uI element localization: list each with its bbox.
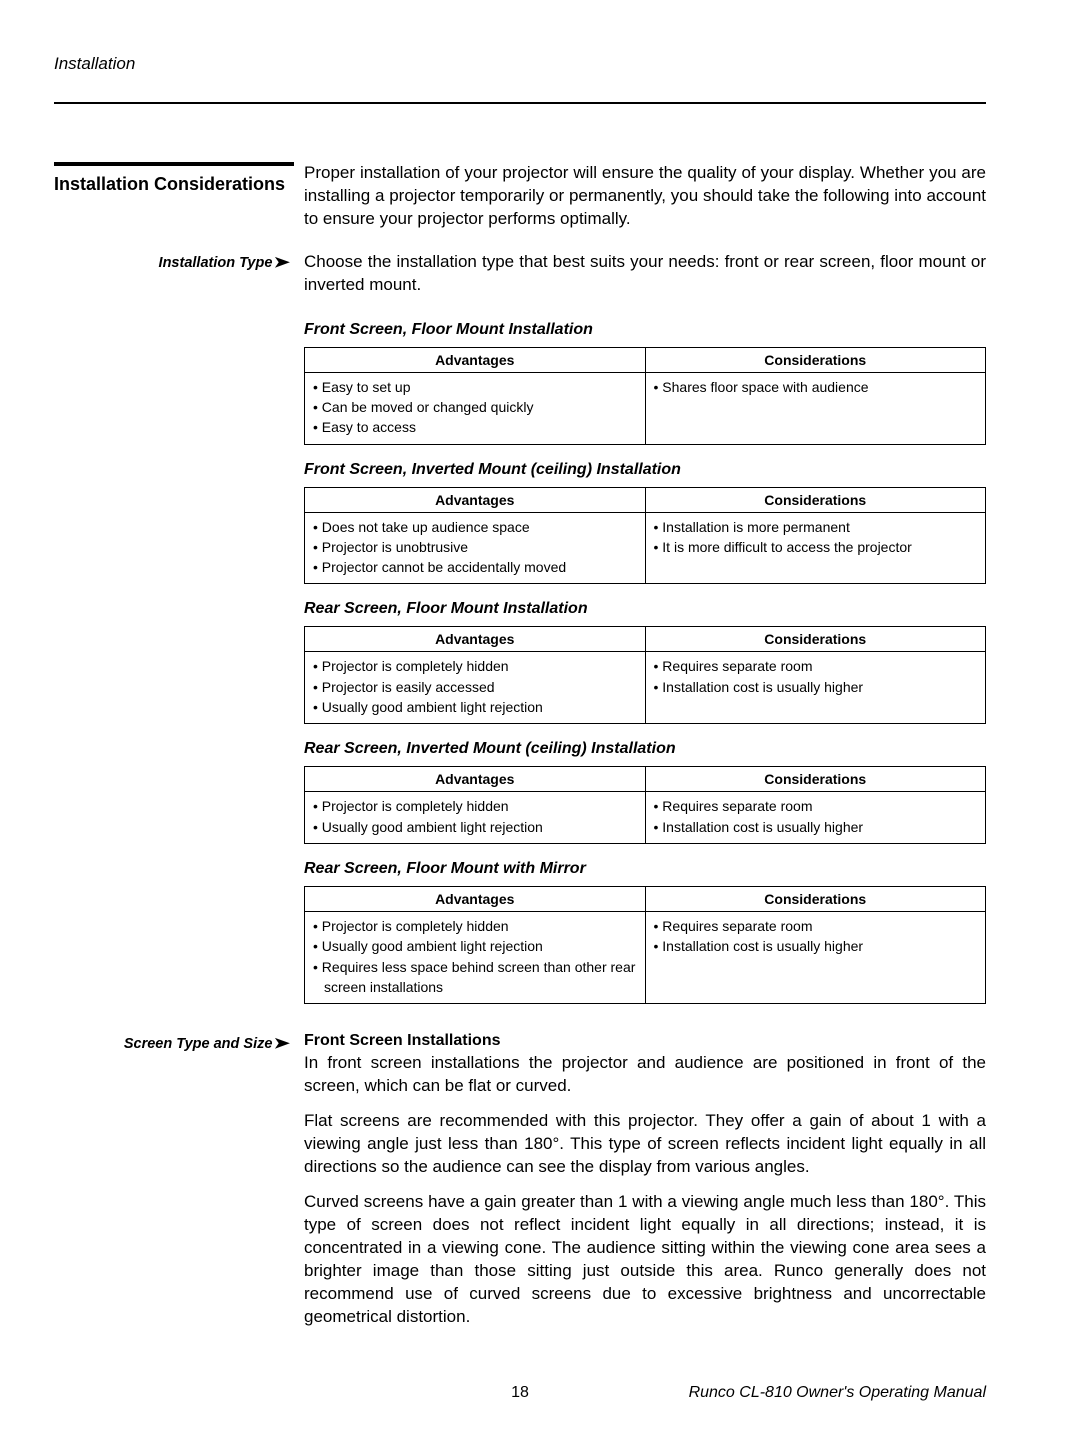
page-header: Installation: [54, 54, 986, 104]
header-rule: [54, 102, 986, 104]
col-header-advantages: Advantages: [305, 347, 646, 372]
bullet-item: • Does not take up audience space: [313, 517, 637, 537]
bullet-item: • Usually good ambient light rejection: [313, 936, 637, 956]
margin-label-installation-type: Installation Type➤: [54, 251, 294, 297]
installation-table: Front Screen, Floor Mount Installation Ad…: [304, 321, 986, 445]
page-number: 18: [511, 1384, 529, 1402]
col-header-considerations: Considerations: [645, 886, 986, 911]
col-header-considerations: Considerations: [645, 627, 986, 652]
body-paragraph: Flat screens are recommended with this p…: [304, 1110, 986, 1179]
bullet-item: • Projector is completely hidden: [313, 796, 637, 816]
bullet-item: • Projector cannot be accidentally moved: [313, 557, 637, 577]
col-header-advantages: Advantages: [305, 886, 646, 911]
considerations-cell: • Shares floor space with audience: [645, 372, 986, 444]
col-header-advantages: Advantages: [305, 487, 646, 512]
bullet-item: • Requires separate room: [654, 796, 978, 816]
screen-type-body: Front Screen Installations In front scre…: [304, 1032, 986, 1340]
considerations-cell: • Requires separate room• Installation c…: [645, 792, 986, 844]
advantages-cell: • Projector is completely hidden• Projec…: [305, 652, 646, 724]
spacer: [304, 231, 986, 251]
considerations-cell: • Requires separate room• Installation c…: [645, 911, 986, 1003]
considerations-cell: • Requires separate room• Installation c…: [645, 652, 986, 724]
spacer: [54, 321, 294, 1004]
spacer: [54, 1004, 294, 1032]
section-running-title: Installation: [54, 54, 986, 74]
bullet-item: • Easy to access: [313, 417, 637, 437]
bullet-item: • Installation is more permanent: [654, 517, 978, 537]
front-screen-installations-heading: Front Screen Installations: [304, 1032, 986, 1050]
bullet-item: • Projector is unobtrusive: [313, 537, 637, 557]
bullet-item: • Usually good ambient light rejection: [313, 697, 637, 717]
bullet-item: • Installation cost is usually higher: [654, 817, 978, 837]
side-heading-installation-considerations: Installation Considerations: [54, 162, 294, 231]
advantages-cell: • Projector is completely hidden• Usuall…: [305, 911, 646, 1003]
bullet-item: • Shares floor space with audience: [654, 377, 978, 397]
margin-label-text: Screen Type and Size: [124, 1036, 273, 1052]
bullet-item: • Usually good ambient light rejection: [313, 817, 637, 837]
comparison-table: AdvantagesConsiderations• Easy to set up…: [304, 347, 986, 445]
col-header-advantages: Advantages: [305, 627, 646, 652]
table-title: Rear Screen, Inverted Mount (ceiling) In…: [304, 740, 986, 758]
col-header-considerations: Considerations: [645, 347, 986, 372]
comparison-table: AdvantagesConsiderations• Projector is c…: [304, 626, 986, 724]
spacer: [304, 844, 986, 860]
arrow-icon: ➤: [270, 253, 290, 271]
margin-label-text: Installation Type: [159, 255, 273, 271]
installation-table: Rear Screen, Floor Mount Installation Adv…: [304, 600, 986, 724]
comparison-table: AdvantagesConsiderations• Does not take …: [304, 487, 986, 585]
spacer: [304, 584, 986, 600]
body-paragraph: In front screen installations the projec…: [304, 1052, 986, 1098]
doc-title: Runco CL-810 Owner's Operating Manual: [689, 1384, 986, 1402]
considerations-cell: • Installation is more permanent• It is …: [645, 512, 986, 584]
spacer: [304, 724, 986, 740]
installation-table: Rear Screen, Inverted Mount (ceiling) In…: [304, 740, 986, 844]
bullet-item: • Projector is completely hidden: [313, 656, 637, 676]
table-title: Front Screen, Floor Mount Installation: [304, 321, 986, 339]
col-header-considerations: Considerations: [645, 767, 986, 792]
intro-paragraph: Proper installation of your projector wi…: [304, 162, 986, 231]
table-title: Rear Screen, Floor Mount with Mirror: [304, 860, 986, 878]
arrow-icon: ➤: [270, 1034, 290, 1052]
screen-type-paragraphs: In front screen installations the projec…: [304, 1052, 986, 1328]
installation-type-paragraph: Choose the installation type that best s…: [304, 251, 986, 297]
main-content: Installation Considerations Proper insta…: [54, 162, 986, 1340]
bullet-item: • Requires less space behind screen than…: [313, 957, 637, 998]
advantages-cell: • Easy to set up• Can be moved or change…: [305, 372, 646, 444]
bullet-item: • Can be moved or changed quickly: [313, 397, 637, 417]
installation-table: Front Screen, Inverted Mount (ceiling) I…: [304, 461, 986, 585]
spacer: [304, 297, 986, 321]
spacer: [54, 231, 294, 251]
bullet-item: • It is more difficult to access the pro…: [654, 537, 978, 557]
comparison-table: AdvantagesConsiderations• Projector is c…: [304, 886, 986, 1004]
bullet-item: • Projector is completely hidden: [313, 916, 637, 936]
bullet-item: • Projector is easily accessed: [313, 677, 637, 697]
spacer: [54, 297, 294, 321]
bullet-item: • Requires separate room: [654, 916, 978, 936]
advantages-cell: • Projector is completely hidden• Usuall…: [305, 792, 646, 844]
comparison-table: AdvantagesConsiderations• Projector is c…: [304, 766, 986, 844]
bullet-item: • Installation cost is usually higher: [654, 936, 978, 956]
col-header-advantages: Advantages: [305, 767, 646, 792]
margin-label-screen-type: Screen Type and Size➤: [54, 1032, 294, 1340]
bullet-item: • Installation cost is usually higher: [654, 677, 978, 697]
bullet-item: • Requires separate room: [654, 656, 978, 676]
tables-container: Front Screen, Floor Mount Installation Ad…: [304, 321, 986, 1004]
spacer: [304, 445, 986, 461]
col-header-considerations: Considerations: [645, 487, 986, 512]
advantages-cell: • Does not take up audience space• Proje…: [305, 512, 646, 584]
installation-table: Rear Screen, Floor Mount with Mirror Adva…: [304, 860, 986, 1004]
body-paragraph: Curved screens have a gain greater than …: [304, 1191, 986, 1329]
spacer: [304, 1004, 986, 1032]
bullet-item: • Easy to set up: [313, 377, 637, 397]
table-title: Rear Screen, Floor Mount Installation: [304, 600, 986, 618]
table-title: Front Screen, Inverted Mount (ceiling) I…: [304, 461, 986, 479]
